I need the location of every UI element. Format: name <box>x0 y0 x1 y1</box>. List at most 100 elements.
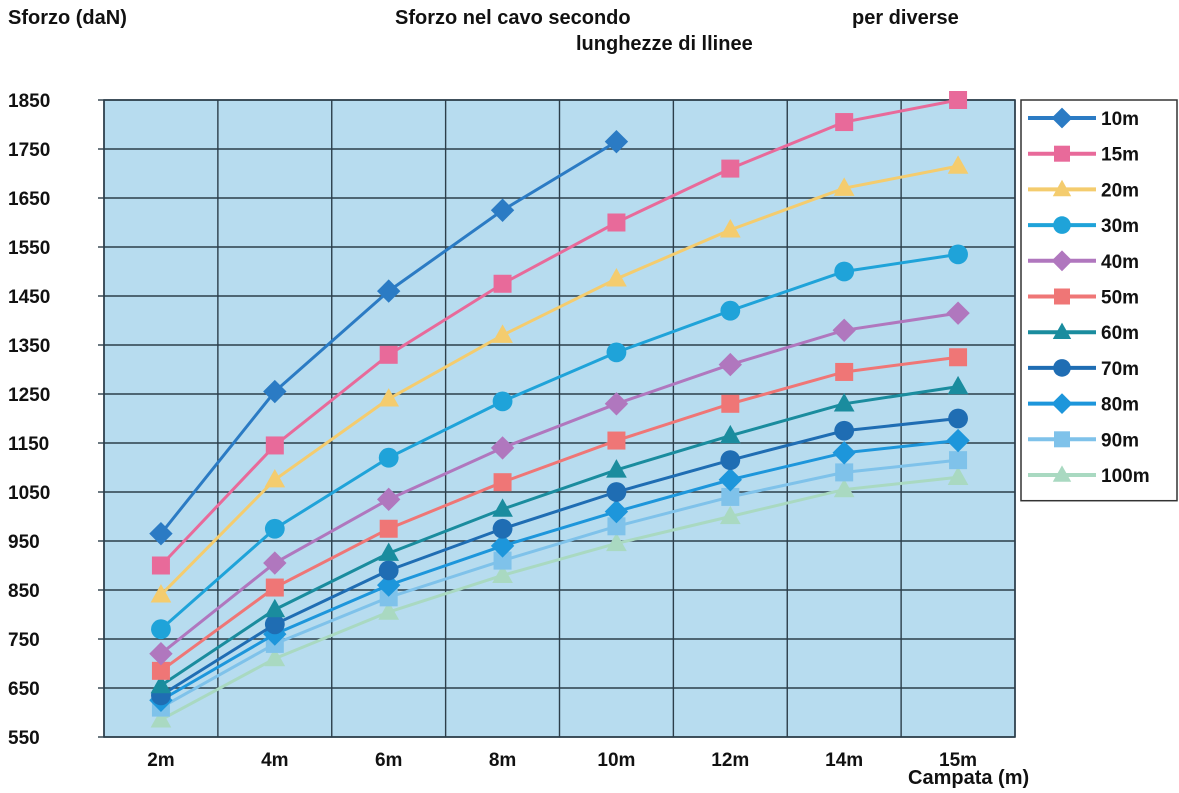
data-point <box>607 431 626 450</box>
series-line <box>160 385 959 687</box>
x-axis-title: Campata (m) <box>908 767 1029 789</box>
data-point <box>834 420 855 441</box>
legend-swatch-marker <box>1052 179 1072 197</box>
legend-label: 50m <box>1101 288 1139 309</box>
data-point <box>492 498 513 517</box>
data-point <box>378 560 399 581</box>
legend: 10m 15m 20m 30m 40m 50m 60m 70m 80m 90m 100m <box>1020 99 1178 502</box>
data-point <box>833 393 855 412</box>
x-tick-label: 4m <box>261 750 288 771</box>
x-tick-label: 14m <box>825 750 863 771</box>
x-tick-label: 10m <box>597 750 635 771</box>
y-tick-label: 1750 <box>8 140 50 161</box>
data-point <box>264 647 286 667</box>
x-tick-label: 12m <box>711 750 749 771</box>
legend-label: 100m <box>1101 466 1150 487</box>
data-point <box>376 487 401 512</box>
data-point <box>606 268 627 287</box>
y-tick-label: 1250 <box>8 385 50 406</box>
series-line <box>159 98 959 567</box>
chart-title-line1: Sforzo nel cavo secondo <box>395 7 631 29</box>
legend-swatch-marker <box>1054 288 1070 305</box>
data-point <box>949 451 968 470</box>
data-point <box>264 614 285 635</box>
data-point <box>719 424 741 444</box>
series-line <box>160 439 959 702</box>
data-point <box>832 441 856 465</box>
data-point <box>379 519 398 538</box>
legend-label: 40m <box>1101 252 1139 273</box>
data-point <box>833 177 855 196</box>
chart-title-line2: lunghezze di llinee <box>576 33 753 55</box>
series-line <box>159 164 959 596</box>
data-point <box>948 244 968 265</box>
legend-label: 15m <box>1101 145 1139 166</box>
data-point <box>604 392 629 416</box>
plot-border <box>103 99 1016 738</box>
data-point <box>490 534 515 558</box>
legend-swatch-marker <box>1051 250 1073 272</box>
data-point <box>151 619 171 640</box>
legend-label: 90m <box>1101 430 1139 451</box>
series-line <box>160 355 959 673</box>
series-line <box>160 475 959 722</box>
series-line <box>160 417 959 697</box>
series-line <box>160 311 959 655</box>
legend-label: 80m <box>1101 395 1139 416</box>
legend-swatch-marker <box>1054 145 1070 162</box>
y-tick-label: 850 <box>8 581 40 602</box>
legend-label: 10m <box>1101 109 1139 130</box>
chart-title-line1b: per diverse <box>852 7 959 29</box>
y-axis-title: Sforzo (daN) <box>8 7 127 29</box>
series-70m <box>151 408 968 706</box>
series-60m <box>150 375 969 694</box>
series-10m <box>149 129 629 546</box>
data-point <box>378 388 400 407</box>
data-point <box>947 466 969 485</box>
legend-swatch-marker <box>1053 359 1071 377</box>
data-point <box>151 556 170 575</box>
data-point <box>376 573 401 597</box>
series-50m <box>151 348 968 680</box>
y-tick-label: 1650 <box>8 189 50 210</box>
data-point <box>721 394 740 413</box>
data-point <box>721 159 740 178</box>
data-point <box>378 601 400 620</box>
data-point <box>604 129 629 154</box>
y-tick-label: 650 <box>8 679 40 700</box>
data-point <box>718 352 743 377</box>
y-tick-label: 1450 <box>8 287 50 308</box>
plot-area: 1850 1750 1650 1550 1450 1350 1250 1150 1050 950 8… <box>8 91 1016 771</box>
data-point <box>265 578 284 597</box>
data-point <box>265 436 284 455</box>
data-point <box>946 301 970 325</box>
data-point <box>719 505 741 525</box>
legend-label: 30m <box>1101 216 1139 237</box>
legend-swatch-marker <box>1054 431 1070 448</box>
data-point <box>492 324 513 343</box>
series-line <box>159 252 959 631</box>
data-point <box>490 436 515 460</box>
data-point <box>264 598 286 618</box>
data-point <box>607 213 626 232</box>
y-tick-label: 750 <box>8 630 40 651</box>
x-tick-label: 15m <box>939 750 977 771</box>
series-line <box>160 458 959 709</box>
y-tick-label: 1050 <box>8 483 50 504</box>
data-point <box>606 342 627 363</box>
y-tick-label: 1550 <box>8 238 50 259</box>
data-point <box>949 348 968 367</box>
data-point <box>949 91 968 109</box>
data-point <box>493 551 512 570</box>
data-point <box>835 463 854 482</box>
data-point <box>719 219 741 238</box>
legend-swatch-marker <box>1053 216 1071 234</box>
data-point <box>150 709 172 728</box>
data-point <box>376 279 401 303</box>
x-tick-label: 2m <box>147 750 174 771</box>
legend-label: 20m <box>1101 180 1139 201</box>
legend-label: 70m <box>1101 359 1139 380</box>
series-100m <box>150 466 969 728</box>
data-point <box>150 584 172 603</box>
